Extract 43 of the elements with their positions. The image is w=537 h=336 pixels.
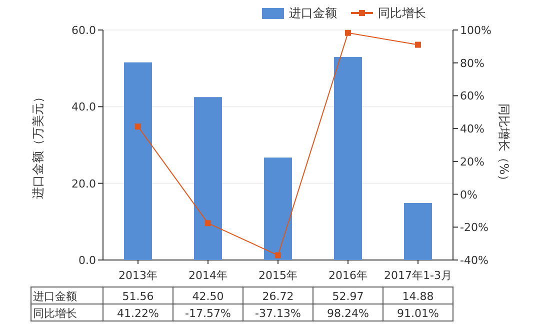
bar bbox=[194, 97, 222, 260]
data-label: 91.01% bbox=[397, 307, 439, 320]
y2-tick-label: 20% bbox=[460, 155, 484, 168]
x-tick-label: 2013年 bbox=[118, 269, 158, 282]
data-label: -37.13% bbox=[255, 307, 301, 320]
data-label: 41.22% bbox=[117, 307, 159, 320]
y2-tick-label: -40% bbox=[460, 254, 488, 267]
y2-tick-label: 40% bbox=[460, 122, 484, 136]
text: 进口金额 bbox=[33, 290, 77, 303]
legend-label: 进口金额 bbox=[289, 6, 337, 20]
legend-label: 同比增长 bbox=[378, 6, 426, 20]
bar bbox=[124, 62, 152, 260]
y-axis-title: 进口金额（万美元） bbox=[31, 91, 45, 199]
y-tick-label: 0.0 bbox=[78, 254, 96, 267]
data-label: 52.97 bbox=[332, 290, 364, 303]
y2-tick-label: 60% bbox=[460, 90, 484, 103]
bar bbox=[334, 56, 362, 260]
x-tick-label: 2017年1-3月 bbox=[384, 269, 452, 282]
data-label: -17.57% bbox=[185, 307, 231, 320]
bar bbox=[404, 202, 432, 260]
point bbox=[205, 220, 211, 226]
data-label: 51.56 bbox=[122, 290, 154, 303]
data-label: 14.88 bbox=[402, 290, 434, 303]
point bbox=[415, 42, 421, 48]
x-tick-label: 2016年 bbox=[328, 269, 368, 282]
y-tick-label: 60.0 bbox=[72, 24, 96, 37]
y2-axis-title: 同比增长（%） bbox=[497, 103, 511, 187]
x-tick-label: 2015年 bbox=[258, 269, 298, 282]
y2-tick-label: 0% bbox=[460, 188, 478, 202]
bar bbox=[264, 158, 292, 260]
x-tick-label: 2014年 bbox=[188, 269, 228, 282]
point bbox=[275, 252, 281, 258]
data-label: 98.24% bbox=[327, 307, 369, 320]
data-label: 26.72 bbox=[262, 290, 294, 303]
y2-tick-label: 100% bbox=[460, 24, 492, 37]
y2-tick-label: -20% bbox=[460, 221, 488, 234]
y-tick-label: 20.0 bbox=[72, 177, 96, 190]
text: 同比增长 bbox=[33, 307, 77, 320]
point bbox=[135, 124, 141, 130]
data-label: 42.50 bbox=[192, 290, 224, 303]
point bbox=[345, 30, 351, 36]
y-tick-label: 40.0 bbox=[72, 100, 96, 114]
y2-tick-label: 80% bbox=[460, 56, 484, 70]
